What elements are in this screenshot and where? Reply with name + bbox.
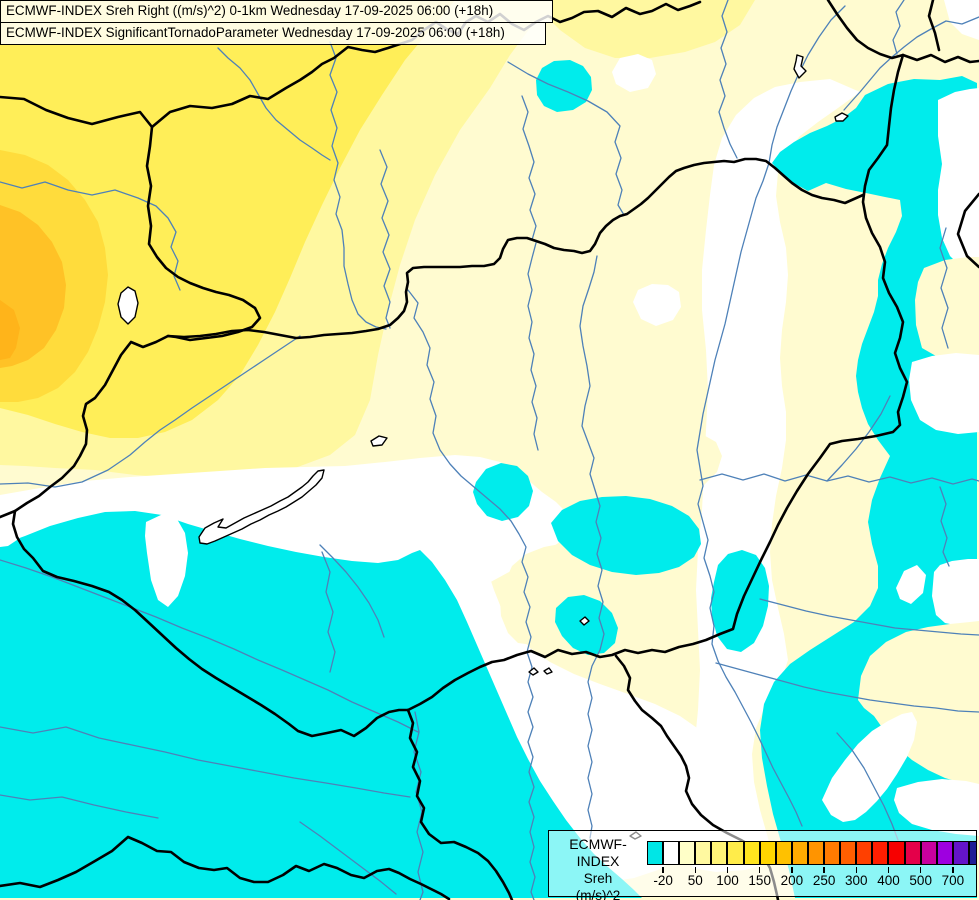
legend-tick-mark <box>791 867 793 873</box>
legend-tick-mark <box>726 867 729 873</box>
legend-color-cell <box>840 841 857 865</box>
legend-color-cell <box>920 841 937 865</box>
legend-color-cell <box>824 841 841 865</box>
lakes <box>117 54 849 840</box>
field-yellow <box>0 0 455 438</box>
legend-color-cell <box>904 841 921 865</box>
legend-color-cell <box>727 841 744 865</box>
lake-velence <box>370 435 388 447</box>
map-title-secondary-text: ECMWF-INDEX SignificantTornadoParameter … <box>6 25 505 40</box>
lake-small-3 <box>528 667 539 676</box>
lake-small-2 <box>834 112 849 122</box>
legend-color-cell <box>695 841 712 865</box>
legend-tick-label: 250 <box>812 873 836 888</box>
legend-tick-mark <box>823 867 825 873</box>
legend-tick-label: 500 <box>909 873 932 888</box>
legend-color-cell <box>775 841 792 865</box>
legend-model-name: ECMWF-INDEX <box>569 836 627 869</box>
legend-color-cell <box>936 841 953 865</box>
legend-color-cell <box>679 841 696 865</box>
map-title-primary: ECMWF-INDEX Sreh Right ((m/s)^2) 0-1km W… <box>0 0 553 23</box>
legend-tick-mark <box>855 867 857 873</box>
legend-color-cell <box>791 841 808 865</box>
map-title-secondary: ECMWF-INDEX SignificantTornadoParameter … <box>0 22 546 45</box>
legend-color-cell <box>807 841 825 865</box>
legend-tick-mark <box>662 867 664 873</box>
legend-color-cell <box>856 841 873 865</box>
lake-balaton <box>198 469 325 545</box>
lake-small-1 <box>793 54 807 79</box>
legend-tick-label: 700 <box>941 873 965 888</box>
legend-tick-label: 150 <box>748 873 771 888</box>
legend-tick-mark <box>759 867 761 873</box>
legend-color-cell <box>647 841 664 865</box>
field-cream-patch-2 <box>500 543 610 645</box>
legend-tick-label: 300 <box>845 873 868 888</box>
legend-color-cell <box>872 841 889 865</box>
legend-colorbar <box>647 841 976 867</box>
legend-color-cell <box>711 841 728 865</box>
legend-tick-mark <box>952 867 954 873</box>
legend-panel: ECMWF-INDEX Sreh (m/s)^2 -20 50 100 150 200 2… <box>548 830 977 900</box>
legend-tick-mark <box>887 867 890 873</box>
map-title-primary-text: ECMWF-INDEX Sreh Right ((m/s)^2) 0-1km W… <box>6 3 494 18</box>
legend-tick-mark <box>920 867 922 873</box>
legend-tick-label: 200 <box>780 873 804 888</box>
legend-color-cell <box>759 841 776 865</box>
legend-color-cell <box>663 841 680 865</box>
legend-color-cell <box>888 841 905 865</box>
legend-tick-label: 50 <box>687 873 703 888</box>
legend-color-cell <box>952 841 969 865</box>
legend-text-block: ECMWF-INDEX Sreh (m/s)^2 <box>549 836 647 900</box>
legend-color-cell <box>968 841 976 865</box>
legend-color-cell <box>743 841 760 865</box>
legend-tick-label: -20 <box>653 873 673 888</box>
lake-small-5 <box>579 616 590 626</box>
legend-tick-label: 100 <box>716 873 739 888</box>
lake-small-4 <box>543 667 553 675</box>
lake-neusiedl <box>117 286 139 325</box>
legend-tick-mark <box>694 867 696 873</box>
field-cream-patch-1 <box>548 425 722 501</box>
field-deeporange <box>0 300 20 360</box>
legend-units: (m/s)^2 <box>575 888 621 900</box>
legend-tick-label: 400 <box>877 873 900 888</box>
legend-parameter-name: Sreh <box>583 871 613 886</box>
